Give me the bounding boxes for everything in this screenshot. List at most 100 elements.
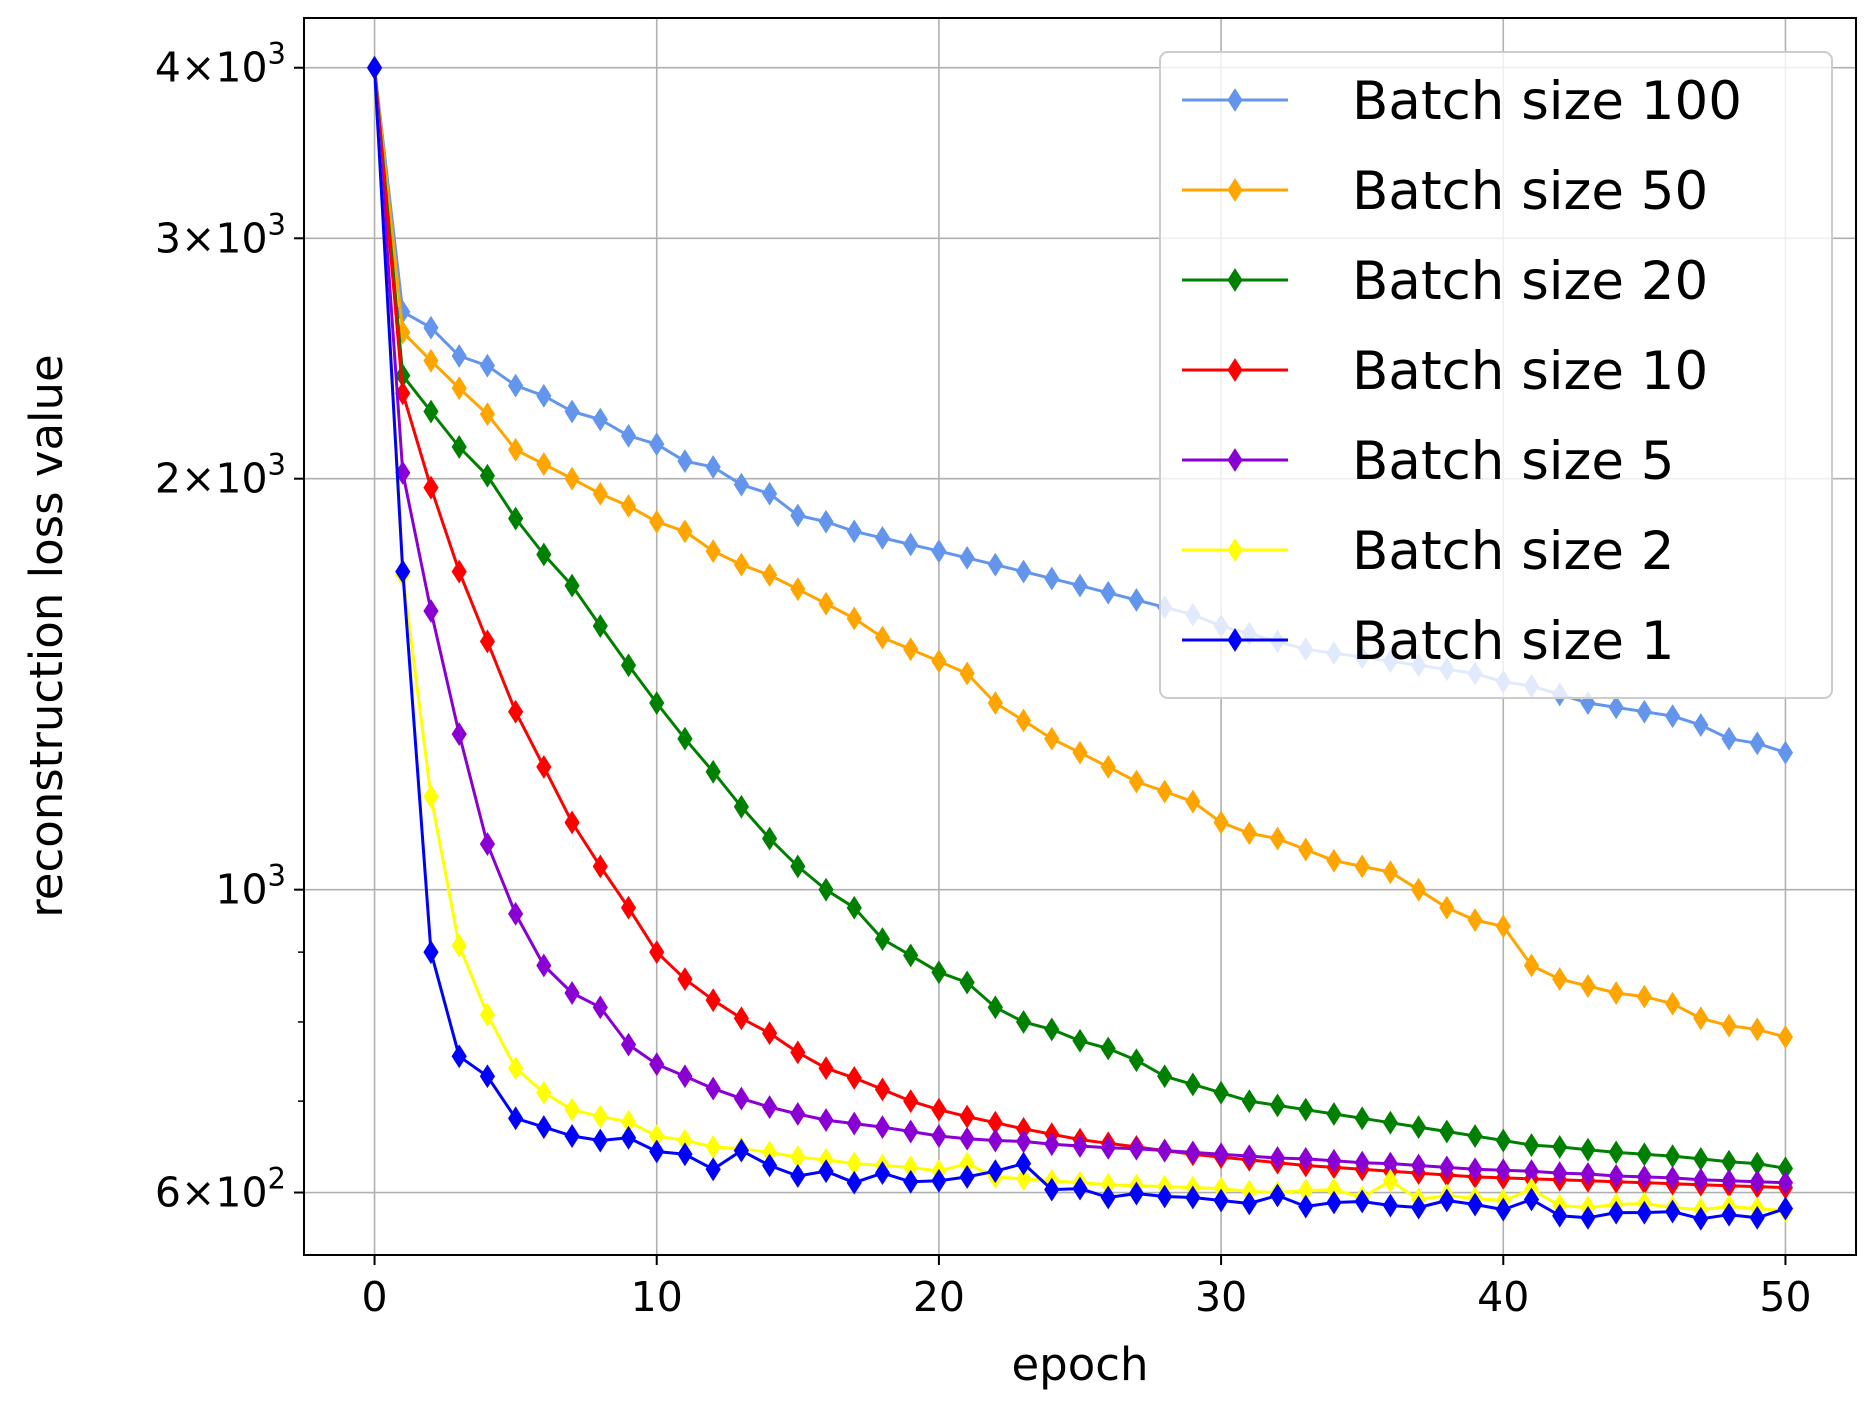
data-point (874, 1077, 891, 1102)
data-point (733, 1138, 749, 1163)
data-point (479, 353, 496, 378)
data-point (677, 1064, 693, 1089)
data-point (1693, 713, 1709, 737)
data-point (1128, 1136, 1145, 1161)
data-point (564, 810, 580, 835)
data-point (423, 475, 439, 500)
data-point (733, 1086, 749, 1111)
data-point (959, 1164, 975, 1189)
data-point (592, 481, 608, 506)
y-tick-label: 2×103 (155, 448, 286, 503)
data-point (1100, 580, 1116, 605)
data-point (1298, 1146, 1314, 1171)
data-point (1269, 1146, 1286, 1170)
data-point (1100, 1185, 1116, 1210)
data-point (536, 754, 552, 779)
data-point (1664, 1165, 1681, 1190)
legend-label: Batch size 2 (1352, 521, 1675, 582)
data-point (987, 1159, 1003, 1184)
data-point (846, 1065, 862, 1090)
data-point (451, 933, 467, 958)
data-point (846, 606, 862, 631)
legend-box (1159, 51, 1833, 699)
data-point (1552, 1134, 1568, 1159)
x-tick-label: 40 (1477, 1273, 1529, 1321)
data-point (677, 1142, 693, 1167)
legend-swatch-marker (1227, 88, 1243, 112)
data-point (1269, 1093, 1286, 1118)
data-point (564, 981, 580, 1005)
data-point (903, 1089, 919, 1114)
data-point (1552, 1161, 1568, 1186)
data-point (1749, 1017, 1765, 1042)
data-point (479, 629, 496, 654)
data-point (818, 1159, 834, 1184)
legend-item: Batch size 10 (1182, 341, 1708, 402)
data-point (1326, 1190, 1342, 1215)
data-point (931, 539, 947, 564)
data-point (508, 699, 524, 724)
legend-label: Batch size 50 (1352, 161, 1708, 222)
data-point (818, 591, 834, 616)
x-tick-label: 50 (1759, 1273, 1811, 1321)
data-point (1749, 1169, 1765, 1194)
data-point (1467, 1124, 1483, 1148)
data-point (451, 1044, 467, 1069)
data-point (423, 940, 439, 965)
data-point (423, 784, 439, 809)
data-point (536, 383, 552, 408)
legend: Batch size 100 Batch size 50 Batch size 20… (1159, 51, 1833, 699)
x-tick-label: 30 (1195, 1273, 1247, 1321)
data-point (1185, 1072, 1201, 1097)
data-point (1693, 1006, 1709, 1031)
data-point (1721, 1202, 1737, 1227)
data-point (931, 1124, 947, 1148)
data-point (1072, 1028, 1088, 1053)
data-point (705, 539, 721, 564)
data-point (451, 435, 467, 459)
data-point (790, 854, 806, 879)
data-point (1693, 1167, 1709, 1192)
data-point (959, 970, 975, 995)
series-6 (366, 55, 1794, 1231)
data-point (1354, 1106, 1370, 1131)
data-point (1777, 740, 1794, 765)
data-point (1100, 1135, 1116, 1160)
data-point (705, 988, 721, 1013)
data-point (1241, 1144, 1257, 1169)
data-point (1439, 1188, 1455, 1213)
legend-item: Batch size 5 (1182, 431, 1675, 492)
data-point (1608, 981, 1624, 1005)
data-point (536, 1115, 552, 1140)
data-point (1015, 559, 1032, 584)
data-point (1157, 779, 1173, 804)
data-point (1298, 1194, 1314, 1219)
data-point (1213, 810, 1229, 835)
data-point (1044, 1177, 1060, 1202)
data-point (1044, 1017, 1060, 1042)
plot-frame (303, 17, 1857, 1256)
data-point (846, 519, 862, 544)
data-point (564, 399, 580, 424)
data-point (1044, 1132, 1060, 1157)
data-point (508, 1106, 524, 1131)
data-point (1439, 1155, 1455, 1180)
y-tick-label: 103 (215, 859, 286, 914)
data-point (1777, 1025, 1794, 1049)
data-point (1354, 1150, 1370, 1175)
data-point (620, 1125, 637, 1150)
data-point (903, 1119, 919, 1144)
data-point (705, 1076, 721, 1101)
data-point (1128, 769, 1145, 794)
data-point (931, 649, 947, 674)
legend-swatch-marker (1227, 358, 1243, 382)
legend-swatch-marker (1227, 448, 1243, 472)
data-point (1044, 726, 1060, 751)
data-point (1749, 731, 1765, 756)
legend-item: Batch size 100 (1182, 71, 1742, 132)
data-point (1664, 704, 1681, 729)
data-point (987, 1128, 1003, 1153)
data-point (479, 402, 496, 427)
data-point (479, 1002, 496, 1027)
data-point (620, 653, 637, 678)
